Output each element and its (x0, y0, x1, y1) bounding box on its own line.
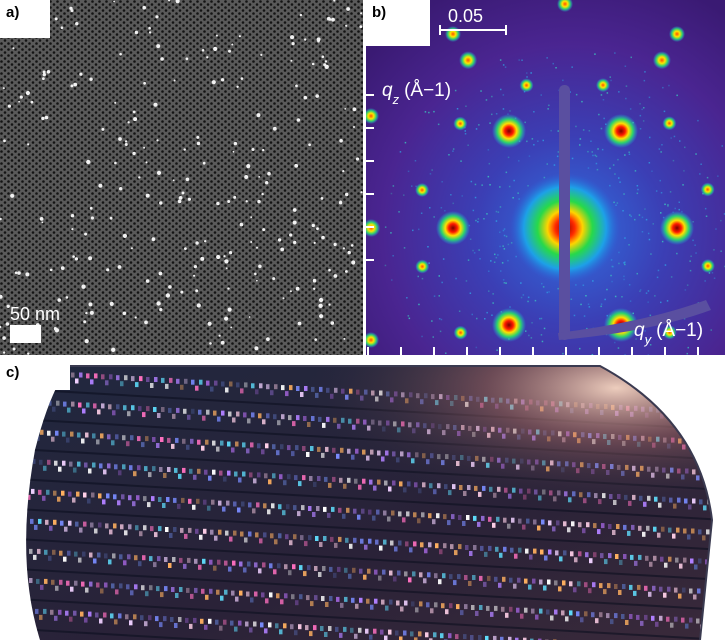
panel-label-b: b) (366, 0, 430, 46)
panel-label-c: c) (0, 360, 70, 390)
wafer-image (26, 365, 714, 640)
sem-micrograph-panel: 50 nm a) (0, 0, 363, 355)
saxs-image: 0.05 qz (Å−1) qy (Å−1) (366, 0, 725, 355)
scale-bar-label: 0.05 (448, 6, 483, 26)
scale-bar (10, 325, 41, 343)
sem-image: 50 nm (0, 0, 363, 355)
axis-ticks (366, 94, 699, 355)
panel-label-a: a) (0, 0, 50, 38)
wafer-photo-panel: c) (0, 360, 725, 640)
beamstop-rod (559, 85, 570, 340)
saxs-pattern-panel: 0.05 qz (Å−1) qy (Å−1) b) (366, 0, 725, 355)
beamstop-arm (558, 300, 711, 340)
scale-bar-label: 50 nm (10, 304, 60, 324)
wafer-surface (26, 366, 713, 640)
qy-axis-label: qy (Å−1) (634, 320, 703, 347)
qz-axis-label: qz (Å−1) (382, 80, 451, 107)
